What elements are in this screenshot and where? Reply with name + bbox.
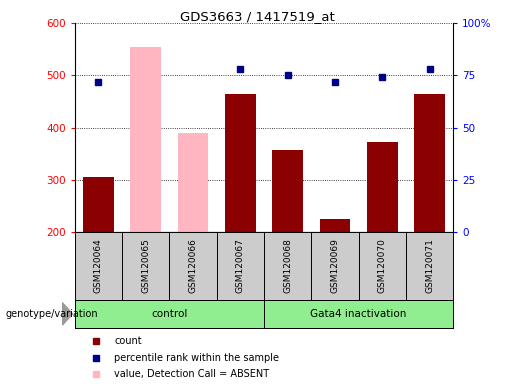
Text: GSM120068: GSM120068 [283,238,292,293]
Text: GSM120067: GSM120067 [236,238,245,293]
Text: value, Detection Call = ABSENT: value, Detection Call = ABSENT [114,369,269,379]
Text: GSM120065: GSM120065 [141,238,150,293]
Text: GSM120064: GSM120064 [94,238,103,293]
Text: GSM120070: GSM120070 [377,238,387,293]
Text: GSM120071: GSM120071 [425,238,434,293]
Polygon shape [62,303,73,325]
Bar [264,300,453,328]
Bar [272,150,303,232]
Bar [83,177,114,232]
Bar [178,133,209,232]
Text: GSM120069: GSM120069 [331,238,339,293]
Text: count: count [114,336,142,346]
Bar [130,46,161,232]
Bar [367,142,398,232]
Text: control: control [151,309,187,319]
Text: percentile rank within the sample: percentile rank within the sample [114,353,280,362]
Text: Gata4 inactivation: Gata4 inactivation [311,309,407,319]
Bar [319,219,350,232]
Bar [75,300,264,328]
Text: GDS3663 / 1417519_at: GDS3663 / 1417519_at [180,10,335,23]
Bar [225,94,255,232]
Bar [414,94,445,232]
Text: GSM120066: GSM120066 [188,238,197,293]
Text: genotype/variation: genotype/variation [5,309,98,319]
